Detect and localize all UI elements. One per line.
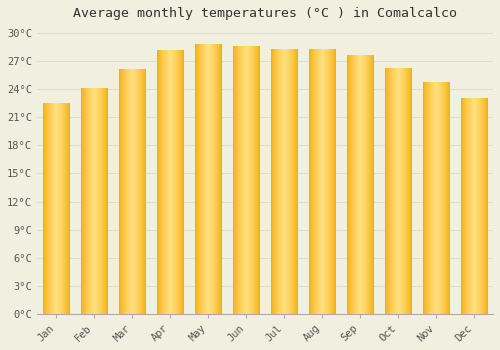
Bar xyxy=(270,49,297,314)
Bar xyxy=(384,68,411,314)
Bar xyxy=(422,82,450,314)
Bar xyxy=(460,99,487,314)
Title: Average monthly temperatures (°C ) in Comalcalco: Average monthly temperatures (°C ) in Co… xyxy=(73,7,457,20)
Bar xyxy=(346,56,374,314)
Bar xyxy=(80,89,107,314)
Bar xyxy=(156,50,183,314)
Bar xyxy=(118,69,145,314)
Bar xyxy=(42,103,69,314)
Bar xyxy=(232,46,259,314)
Bar xyxy=(308,49,336,314)
Bar xyxy=(194,44,221,314)
